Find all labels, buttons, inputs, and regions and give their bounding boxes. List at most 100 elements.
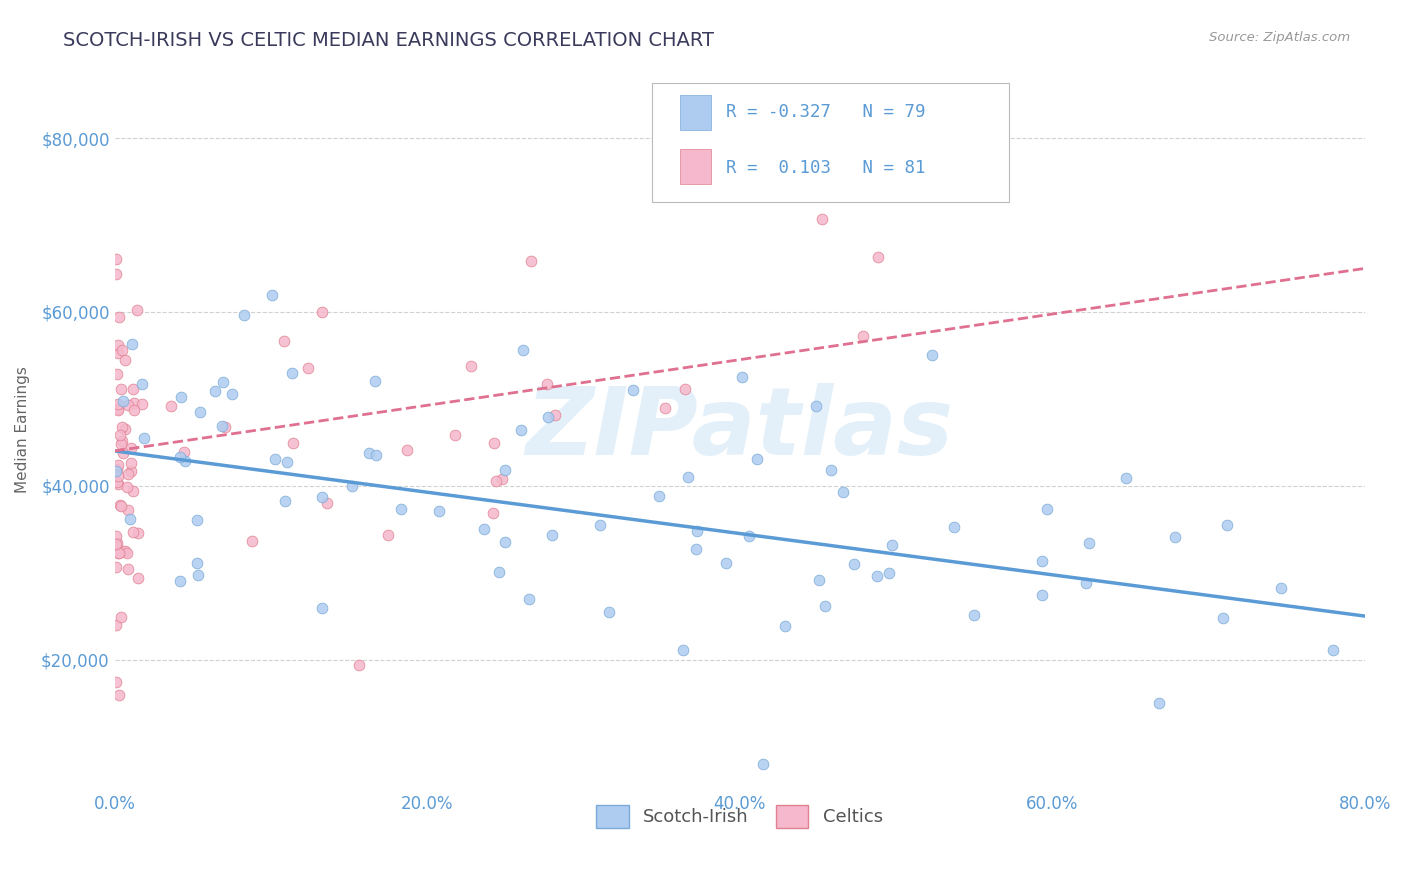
Point: [105, 535, 128, 549]
Point: [852, 329, 875, 343]
Point: [110, 437, 132, 451]
Point: [810, 211, 832, 226]
Point: [494, 534, 516, 549]
Point: [814, 599, 837, 614]
Point: [105, 267, 128, 281]
Point: [105, 462, 128, 476]
Point: [240, 533, 263, 548]
Point: [105, 475, 128, 490]
Legend: Scotch-Irish, Celtics: Scotch-Irish, Celtics: [589, 797, 890, 835]
Point: [110, 382, 132, 396]
Point: [820, 463, 842, 477]
Point: [110, 609, 132, 624]
Point: [311, 304, 333, 318]
Point: [174, 454, 197, 468]
Point: [105, 559, 128, 574]
Point: [117, 398, 139, 412]
FancyBboxPatch shape: [679, 95, 711, 130]
Point: [1036, 501, 1059, 516]
Point: [108, 546, 131, 560]
Point: [672, 643, 695, 657]
Point: [1074, 576, 1097, 591]
Point: [105, 618, 128, 632]
Point: [686, 524, 709, 539]
Point: [1216, 517, 1239, 532]
Point: [1147, 696, 1170, 710]
Point: [484, 435, 506, 450]
Point: [877, 566, 900, 580]
Point: [107, 337, 129, 351]
Point: [115, 546, 138, 560]
Point: [114, 352, 136, 367]
Point: [107, 458, 129, 473]
Point: [122, 524, 145, 539]
Point: [510, 423, 533, 437]
Point: [115, 480, 138, 494]
Point: [105, 675, 128, 690]
Point: [297, 361, 319, 376]
Point: [517, 592, 540, 607]
Point: [112, 394, 135, 409]
Point: [745, 451, 768, 466]
Point: [844, 558, 866, 572]
Point: [482, 506, 505, 520]
Point: [1164, 530, 1187, 544]
Point: [540, 527, 562, 541]
Point: [512, 343, 534, 357]
Point: [273, 334, 295, 348]
Point: [1270, 582, 1292, 596]
Point: [160, 399, 183, 413]
Point: [110, 498, 132, 512]
Point: [866, 569, 889, 583]
Point: [588, 517, 610, 532]
Point: [122, 403, 145, 417]
Point: [340, 478, 363, 492]
Point: [107, 397, 129, 411]
Point: [111, 445, 134, 459]
Point: [377, 527, 399, 541]
Point: [395, 443, 418, 458]
Point: [120, 464, 142, 478]
Point: [110, 499, 132, 513]
Point: [204, 384, 226, 398]
Point: [169, 574, 191, 589]
Point: [186, 557, 208, 571]
Point: [188, 405, 211, 419]
Text: R = -0.327   N = 79: R = -0.327 N = 79: [725, 103, 925, 120]
Point: [105, 465, 128, 479]
Point: [519, 254, 541, 268]
Point: [105, 528, 128, 542]
Point: [488, 565, 510, 579]
Point: [125, 303, 148, 318]
Point: [121, 337, 143, 351]
Point: [832, 484, 855, 499]
Point: [364, 448, 387, 462]
Point: [117, 503, 139, 517]
Point: [111, 434, 134, 449]
Point: [170, 391, 193, 405]
Point: [807, 573, 830, 587]
Point: [731, 370, 754, 384]
Point: [962, 607, 984, 622]
Point: [311, 491, 333, 505]
Point: [114, 544, 136, 558]
Point: [281, 366, 304, 380]
Point: [347, 658, 370, 673]
Point: [491, 472, 513, 486]
Point: [389, 502, 412, 516]
Point: [1031, 554, 1053, 568]
Point: [186, 513, 208, 527]
Point: [107, 367, 129, 381]
Point: [1031, 588, 1053, 602]
Point: [120, 442, 142, 456]
Y-axis label: Median Earnings: Median Earnings: [15, 366, 30, 492]
Point: [474, 522, 496, 536]
Text: SCOTCH-IRISH VS CELTIC MEDIAN EARNINGS CORRELATION CHART: SCOTCH-IRISH VS CELTIC MEDIAN EARNINGS C…: [63, 31, 714, 50]
Point: [494, 463, 516, 477]
Point: [866, 250, 889, 264]
Point: [364, 374, 387, 388]
Point: [264, 452, 287, 467]
Point: [131, 377, 153, 392]
Point: [485, 474, 508, 488]
Point: [169, 450, 191, 465]
